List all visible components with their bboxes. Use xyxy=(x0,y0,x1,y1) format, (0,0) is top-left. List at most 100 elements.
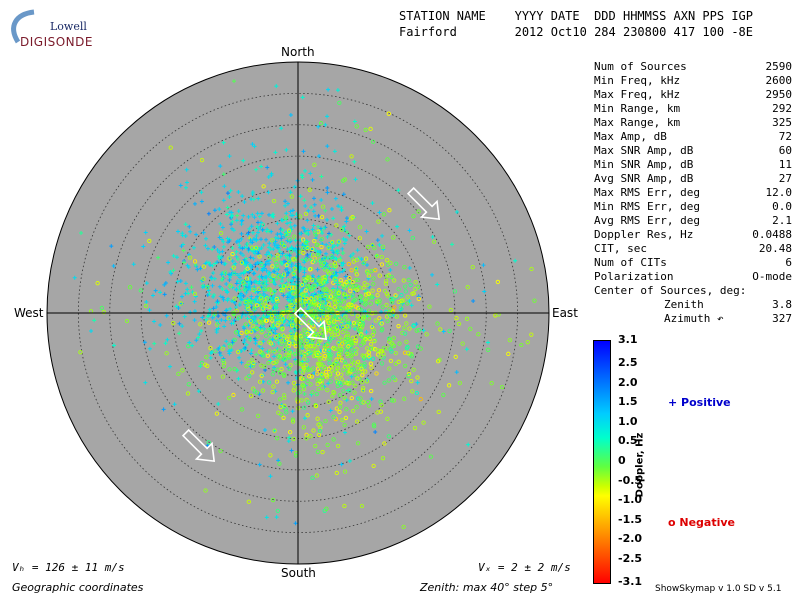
positive-source-point xyxy=(236,376,241,381)
positive-source-point xyxy=(257,275,262,280)
positive-source-point xyxy=(306,228,311,233)
negative-source-point xyxy=(312,229,318,235)
negative-source-point xyxy=(424,332,429,337)
positive-source-point xyxy=(364,263,369,268)
motion-arrow-shape xyxy=(293,306,328,341)
positive-source-point xyxy=(240,218,245,223)
negative-source-point xyxy=(315,371,320,376)
positive-source-point xyxy=(180,324,185,329)
stat-row: Doppler Res, Hz 0.0488 xyxy=(594,228,792,242)
negative-source-point xyxy=(322,365,328,370)
positive-source-point xyxy=(344,398,349,403)
negative-source-point xyxy=(259,295,264,300)
negative-source-point xyxy=(336,291,342,296)
positive-source-point xyxy=(238,245,243,250)
stat-row: Center of Sources, deg: xyxy=(594,284,792,298)
negative-source-point xyxy=(346,261,352,267)
negative-source-point xyxy=(414,328,419,333)
negative-source-point xyxy=(385,318,390,324)
negative-source-point xyxy=(381,351,386,357)
negative-source-point xyxy=(361,400,366,405)
positive-source-point xyxy=(337,270,342,275)
colorbar-tick-label: 1.5 xyxy=(618,395,638,409)
positive-source-point xyxy=(283,199,288,204)
negative-source-point xyxy=(354,257,360,263)
stat-value: 3.8 xyxy=(772,298,792,311)
positive-source-point xyxy=(250,190,255,195)
negative-source-point xyxy=(401,298,406,303)
negative-source-point xyxy=(127,285,133,290)
negative-source-point xyxy=(339,377,344,382)
positive-source-point xyxy=(242,326,247,331)
negative-source-point xyxy=(330,332,335,337)
negative-source-point xyxy=(288,363,293,368)
negative-source-point xyxy=(375,410,380,415)
positive-source-point xyxy=(242,199,247,204)
positive-source-point xyxy=(236,273,241,278)
positive-source-point xyxy=(178,278,183,283)
stat-row: Polarization O-mode xyxy=(594,270,792,284)
positive-source-point xyxy=(343,274,348,279)
negative-source-point xyxy=(311,428,316,433)
positive-source-point xyxy=(190,343,195,348)
negative-source-point xyxy=(192,291,198,297)
positive-source-point xyxy=(227,239,232,244)
negative-source-point xyxy=(292,285,297,290)
negative-source-point xyxy=(355,326,361,331)
negative-source-point xyxy=(416,327,422,333)
stat-label: Max RMS Err, deg xyxy=(594,186,700,199)
motion-arrow xyxy=(293,306,328,341)
negative-source-point xyxy=(381,212,387,217)
positive-source-point xyxy=(265,227,270,232)
negative-source-point xyxy=(402,313,408,318)
negative-source-point xyxy=(338,400,343,405)
negative-source-point xyxy=(322,353,327,359)
positive-source-point xyxy=(260,346,265,351)
positive-source-point xyxy=(241,158,246,163)
negative-source-point xyxy=(357,306,362,312)
north-label: North xyxy=(281,45,315,59)
negative-source-point xyxy=(360,300,365,305)
negative-source-point xyxy=(333,360,338,365)
negative-source-point xyxy=(457,380,463,386)
negative-source-point xyxy=(405,301,410,306)
positive-source-point xyxy=(227,194,232,199)
negative-source-point xyxy=(377,298,382,303)
colorbar-tick-label: 2.5 xyxy=(618,356,638,370)
negative-source-point xyxy=(266,360,271,366)
positive-source-point xyxy=(293,238,298,243)
positive-source-point xyxy=(268,474,273,479)
positive-source-point xyxy=(205,314,210,319)
positive-source-point xyxy=(349,374,354,379)
negative-source-point xyxy=(366,273,372,278)
negative-source-point xyxy=(279,326,285,331)
positive-source-point xyxy=(259,237,264,242)
positive-source-point xyxy=(216,254,221,259)
positive-source-point xyxy=(266,250,271,255)
negative-source-point xyxy=(246,360,251,365)
positive-source-point xyxy=(348,254,353,259)
positive-source-point xyxy=(325,217,330,222)
negative-source-point xyxy=(371,276,376,281)
negative-source-point xyxy=(468,326,473,332)
negative-source-point xyxy=(362,364,367,369)
positive-source-point xyxy=(162,292,167,297)
positive-source-point xyxy=(237,284,242,289)
negative-source-point xyxy=(350,280,355,285)
stat-label: Avg RMS Err, deg xyxy=(594,214,700,227)
negative-source-point xyxy=(239,330,244,336)
positive-source-point xyxy=(235,213,240,218)
negative-source-point xyxy=(312,327,317,332)
stat-label: Azimuth ↶ xyxy=(664,312,724,325)
positive-source-point xyxy=(239,360,244,365)
negative-source-point xyxy=(332,319,337,324)
stat-value: 0.0 xyxy=(772,200,792,213)
positive-source-point xyxy=(239,236,244,241)
negative-source-point xyxy=(336,239,341,244)
positive-source-point xyxy=(246,214,251,219)
negative-source-point xyxy=(349,396,354,401)
negative-source-point xyxy=(235,349,241,355)
negative-source-point xyxy=(410,389,415,394)
negative-source-point xyxy=(147,238,152,244)
stat-label: CIT, sec xyxy=(594,242,647,255)
